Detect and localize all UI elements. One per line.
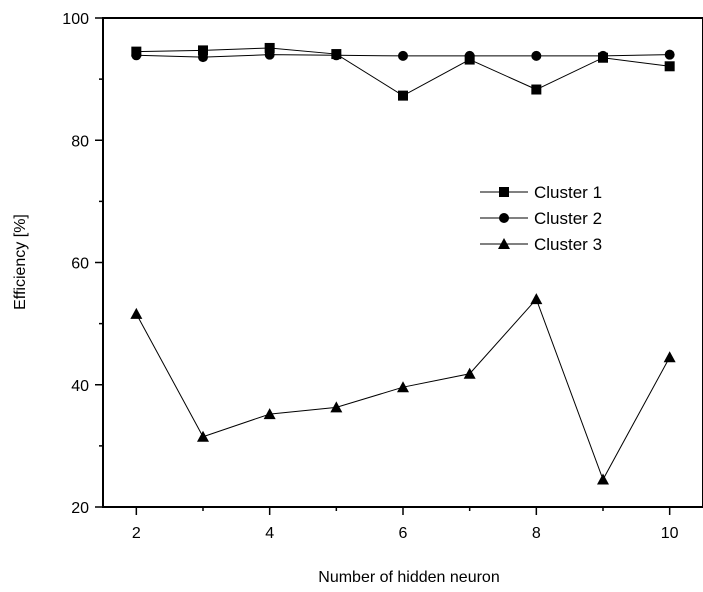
- data-point-cluster-2: [131, 50, 142, 61]
- data-point-cluster-2: [264, 49, 275, 60]
- series-cluster-3: [130, 293, 676, 485]
- legend-marker-cluster-3: [498, 238, 510, 249]
- y-tick-label: 100: [62, 11, 89, 28]
- legend-marker-cluster-1: [499, 187, 509, 197]
- data-point-cluster-2: [464, 50, 475, 61]
- data-point-cluster-2: [598, 50, 608, 61]
- legend-marker-cluster-2: [499, 213, 509, 223]
- legend-label-cluster-1: Cluster 1: [534, 183, 602, 202]
- data-point-cluster-3: [197, 430, 209, 442]
- data-point-cluster-3: [663, 351, 676, 363]
- data-point-cluster-2: [398, 50, 408, 61]
- data-point-cluster-2: [664, 49, 675, 60]
- legend-label-cluster-3: Cluster 3: [534, 235, 602, 254]
- y-tick-label: 60: [71, 256, 89, 273]
- series-layer: [130, 42, 676, 485]
- data-point-cluster-3: [263, 408, 276, 420]
- y-axis-title: Efficiency [%]: [12, 214, 29, 310]
- y-tick-label: 80: [71, 133, 89, 150]
- data-point-cluster-1: [264, 42, 275, 53]
- data-point-cluster-3: [130, 307, 143, 319]
- x-tick-label: 8: [532, 525, 541, 542]
- data-point-cluster-3: [597, 473, 609, 485]
- data-point-cluster-2: [531, 50, 542, 61]
- x-tick-label: 2: [132, 525, 141, 542]
- axes: 2 4 6 8 10 20 40 60 80 100: [62, 11, 703, 542]
- legend-item-cluster-2: Cluster 2: [480, 209, 602, 228]
- data-point-cluster-2: [198, 52, 208, 63]
- data-point-cluster-3: [330, 401, 343, 413]
- data-point-cluster-2: [331, 50, 342, 61]
- data-point-cluster-1: [198, 45, 208, 56]
- y-tick-label: 20: [71, 500, 89, 517]
- data-point-cluster-3: [397, 381, 409, 393]
- data-point-cluster-1: [531, 84, 542, 95]
- legend: Cluster 1 Cluster 2 Cluster 3: [480, 183, 602, 254]
- x-axis-title: Number of hidden neuron: [318, 569, 499, 586]
- legend-label-cluster-2: Cluster 2: [534, 209, 602, 228]
- series-cluster-2: [131, 49, 675, 63]
- data-point-cluster-1: [664, 61, 675, 72]
- data-point-cluster-1: [398, 90, 408, 101]
- legend-item-cluster-3: Cluster 3: [480, 235, 602, 254]
- legend-item-cluster-1: Cluster 1: [480, 183, 602, 202]
- data-point-cluster-3: [463, 367, 476, 379]
- x-tick-label: 4: [265, 525, 274, 542]
- y-tick-label: 40: [71, 378, 89, 395]
- x-tick-label: 6: [399, 525, 408, 542]
- x-tick-label: 10: [661, 525, 679, 542]
- data-point-cluster-3: [530, 293, 543, 305]
